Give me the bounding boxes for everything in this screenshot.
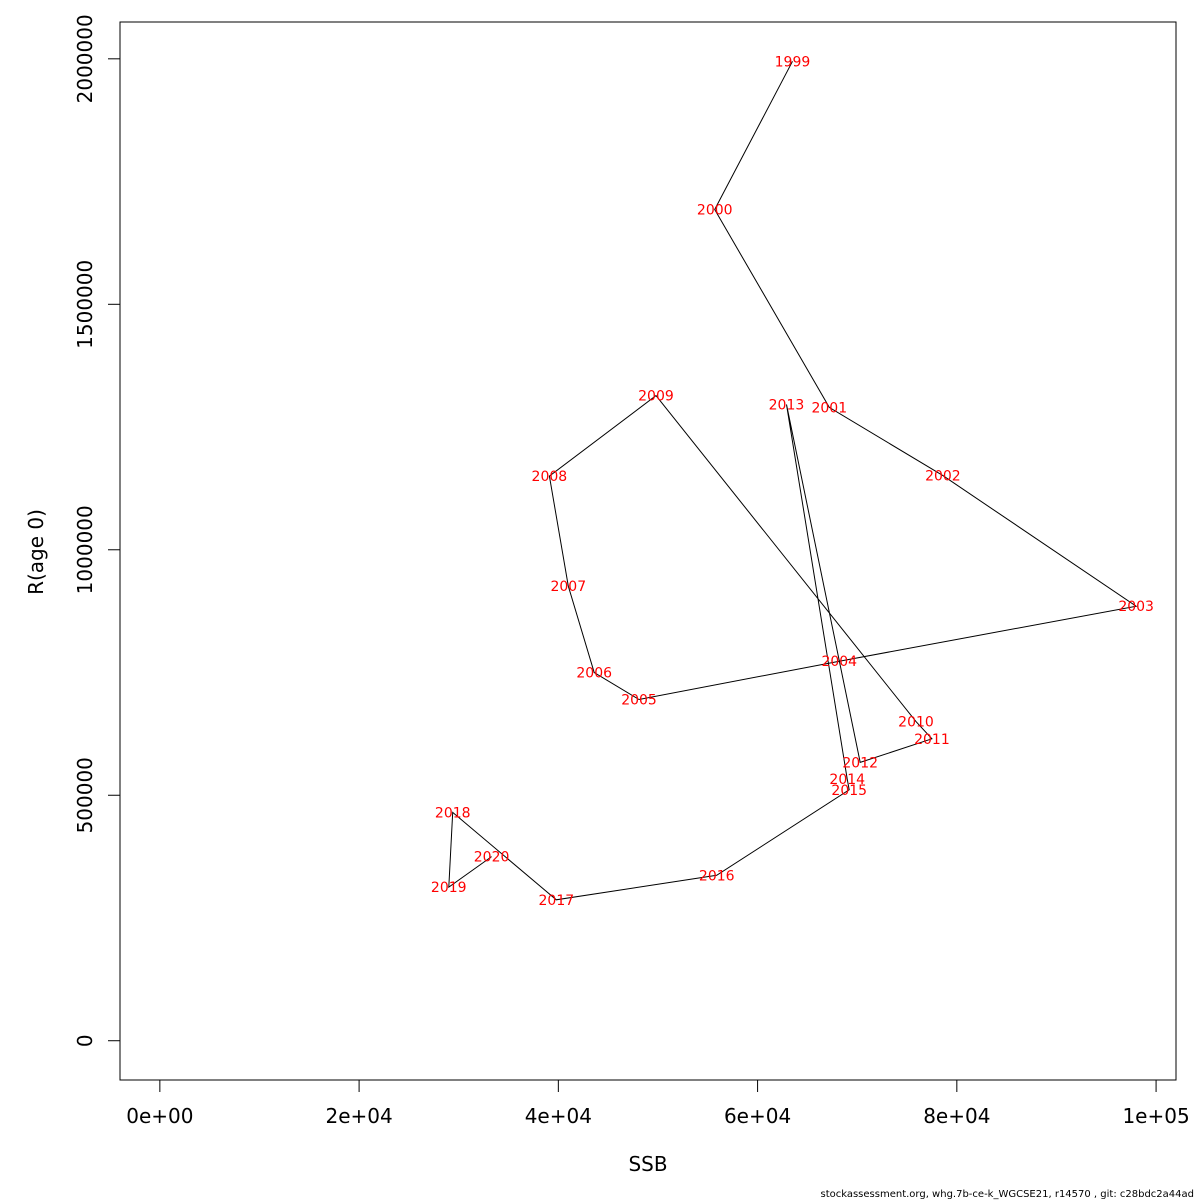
footer-caption: stockassessment.org, whg.7b-ce-k_WGCSE21… <box>820 1189 1194 1200</box>
x-tick-label: 1e+05 <box>1122 1104 1189 1128</box>
point-label-2007: 2007 <box>550 579 586 595</box>
point-label-2016: 2016 <box>699 868 735 884</box>
point-label-2003: 2003 <box>1118 599 1154 615</box>
y-axis-title: R(age 0) <box>24 509 48 595</box>
point-label-2008: 2008 <box>532 469 568 485</box>
point-label-2001: 2001 <box>811 400 847 416</box>
point-label-2019: 2019 <box>431 880 467 896</box>
x-axis: 0e+00 2e+04 4e+04 6e+04 8e+04 1e+05 <box>126 1079 1190 1128</box>
x-tick-label: 0e+00 <box>126 1104 193 1128</box>
point-label-2006: 2006 <box>576 666 612 682</box>
y-axis: 0 500000 1000000 1500000 2000000 <box>73 14 121 1047</box>
point-label-2000: 2000 <box>697 203 733 219</box>
y-tick-label: 1500000 <box>73 260 97 349</box>
point-label-2017: 2017 <box>539 893 575 909</box>
point-label-2015: 2015 <box>831 783 867 799</box>
y-tick-label: 500000 <box>73 757 97 833</box>
y-tick-label: 0 <box>73 1034 97 1047</box>
point-labels: 1999 2000 2001 2002 2003 2004 2005 2006 2007 2008… <box>431 54 1154 909</box>
plot-frame <box>119 21 1177 1081</box>
point-label-2013: 2013 <box>769 397 805 413</box>
x-tick-label: 2e+04 <box>325 1104 392 1128</box>
point-label-1999: 1999 <box>775 54 811 70</box>
x-tick-label: 4e+04 <box>525 1104 592 1128</box>
point-label-2011: 2011 <box>914 732 950 748</box>
point-label-2014: 2014 <box>829 772 865 788</box>
y-tick-label: 1000000 <box>73 505 97 594</box>
point-label-2020: 2020 <box>474 850 510 866</box>
point-label-2012: 2012 <box>842 755 878 771</box>
point-label-2005: 2005 <box>621 693 657 709</box>
y-tick-label: 2000000 <box>73 14 97 103</box>
point-label-2010: 2010 <box>898 715 934 731</box>
x-tick-label: 6e+04 <box>724 1104 791 1128</box>
x-tick-label: 8e+04 <box>923 1104 990 1128</box>
point-label-2004: 2004 <box>821 654 857 670</box>
point-label-2018: 2018 <box>435 805 471 821</box>
point-label-2009: 2009 <box>638 389 674 405</box>
point-label-2002: 2002 <box>925 469 961 485</box>
series-line <box>448 61 1138 901</box>
x-axis-title: SSB <box>628 1152 667 1176</box>
